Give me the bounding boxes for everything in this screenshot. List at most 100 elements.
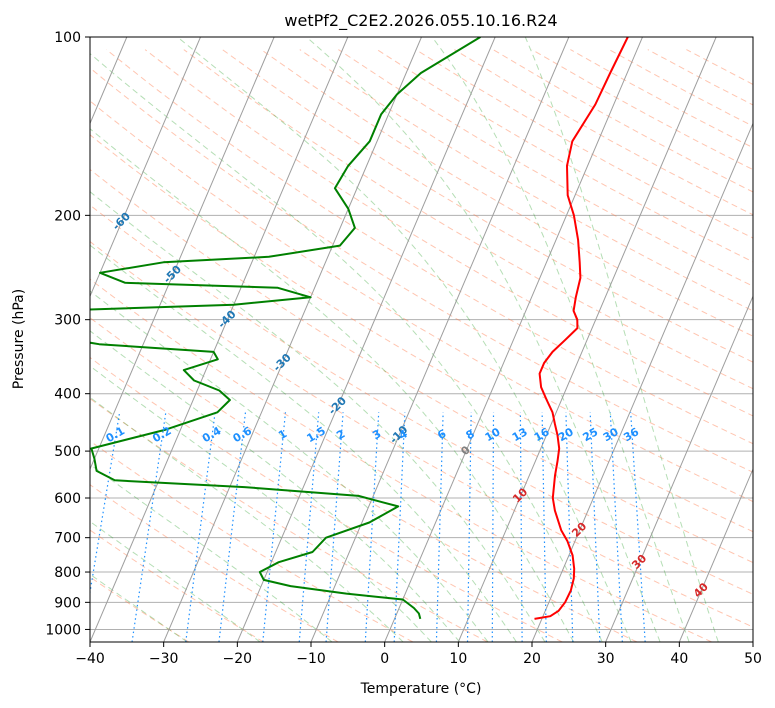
y-tick-label: 400 [54, 387, 81, 403]
x-axis-title: Temperature (°C) [360, 681, 482, 697]
mixing-ratio-label: 0.6 [231, 424, 255, 445]
moist-adiabat-line [90, 244, 517, 642]
dry-adiabat-line [183, 49, 753, 390]
y-tick-label: 800 [54, 565, 81, 581]
x-tick-label: −10 [296, 651, 326, 667]
isotherm-label: -80 [0, 129, 20, 152]
isotherm-label: -70 [55, 164, 78, 187]
isotherm-label: -40 [215, 307, 238, 330]
dry-adiabat-line [144, 49, 753, 417]
moist-adiabat-label: 10 [510, 485, 530, 505]
isotherm-label: -20 [326, 394, 349, 417]
mixing-ratio-line [218, 412, 247, 642]
isotherm-line [457, 37, 717, 642]
y-tick-label: 300 [54, 313, 81, 329]
mixing-ratio-line [262, 412, 287, 642]
dry-adiabat-line [90, 67, 753, 473]
dry-adiabat-line [454, 49, 753, 216]
moist-adiabat-line [177, 37, 632, 642]
dry-adiabat-line [90, 278, 712, 642]
moist-adiabat-line [90, 290, 489, 642]
isotherm-line [384, 37, 643, 642]
dry-adiabat-line [338, 49, 753, 287]
mixing-ratio-line [90, 412, 121, 596]
dry-adiabat-line [90, 168, 753, 564]
isotherm-label: -60 [110, 209, 133, 232]
moist-adiabat-line [90, 330, 461, 642]
dry-adiabat-line [90, 398, 488, 642]
mixing-ratio-label: 25 [580, 425, 600, 444]
mixing-ratio-label: 16 [532, 425, 552, 444]
mixing-ratio-label: 3 [370, 427, 383, 442]
moist-adiabat-line [90, 520, 261, 642]
mixing-ratio-label: 36 [621, 425, 641, 444]
isotherm-line [236, 37, 496, 642]
y-tick-label: 100 [54, 30, 81, 46]
y-tick-label: 600 [54, 491, 81, 507]
dry-adiabat-line [608, 49, 753, 127]
moist-adiabat-line [306, 37, 661, 642]
isotherm-line [531, 122, 753, 642]
dry-adiabat-line [90, 440, 414, 642]
mixing-ratio-line [325, 412, 344, 642]
dry-adiabat-line [90, 100, 753, 503]
mixing-ratio-label: 1.5 [304, 424, 327, 445]
temperature-profile-line [534, 37, 629, 620]
x-tick-label: 30 [597, 651, 615, 667]
dry-adiabat-line [647, 49, 753, 106]
x-tick-label: 20 [523, 651, 541, 667]
dry-adiabat-line [90, 317, 638, 642]
mixing-ratio-line [589, 412, 601, 642]
chart-title: wetPf2_C2E2.2026.055.10.16.R24 [284, 11, 557, 31]
plot-frame [89, 36, 754, 643]
moist-adiabat-line [90, 128, 575, 642]
dry-adiabat-line [90, 134, 753, 533]
dewpoint-profile-line [90, 37, 481, 620]
mixing-ratio-label: 10 [483, 425, 503, 444]
moist-adiabat-line [90, 52, 603, 642]
x-tick-label: 10 [449, 651, 467, 667]
axes: −40 −30 −20 −10 0 10 20 30 40 50 100 200 300 400 500 60… [45, 30, 762, 667]
mixing-ratio-label: 13 [510, 425, 530, 444]
moist-adiabat-line [90, 463, 333, 642]
isotherm-line [90, 37, 275, 471]
mixing-ratio-label: 2 [334, 427, 347, 442]
dry-adiabat-line [90, 576, 190, 642]
x-tick-label: −20 [223, 651, 253, 667]
dry-adiabat-line [531, 49, 753, 171]
moist-adiabat-label: 20 [569, 520, 589, 540]
y-tick-label: 700 [54, 531, 81, 547]
y-tick-label: 200 [54, 208, 81, 224]
isotherm-line [163, 37, 422, 642]
mixing-ratio-line [298, 412, 320, 642]
moist-adiabat-label: 30 [629, 552, 649, 572]
moist-adiabat-line [90, 396, 404, 642]
x-tick-label: −30 [149, 651, 179, 667]
dry-adiabat-line [106, 49, 753, 445]
mixing-ratio-line [435, 412, 444, 642]
x-tick-label: 40 [670, 651, 688, 667]
dry-adiabat-line [260, 49, 753, 337]
isotherm-line [310, 37, 570, 642]
dry-adiabat-line [686, 49, 753, 85]
x-tick-label: −40 [75, 651, 105, 667]
isotherm-line [752, 640, 753, 642]
moist-adiabat-line [431, 37, 690, 642]
plot-area: -100-90-80-70-60-50-40-30-20-100.10.20.4… [0, 37, 753, 642]
isotherm-label: -50 [161, 263, 184, 286]
mixing-ratio-line [519, 412, 523, 642]
moist-adiabat-line [90, 573, 188, 642]
dry-adiabat-line [90, 240, 753, 628]
moist-adiabat-line [90, 191, 546, 642]
isotherm-line [90, 37, 201, 298]
isotherm-line [605, 295, 753, 642]
dry-adiabat-line [415, 49, 753, 239]
y-tick-label: 500 [54, 444, 81, 460]
moist-adiabat-line [524, 37, 719, 642]
dry-adiabat-line [90, 356, 563, 642]
mixing-ratio-label: 0.1 [104, 424, 127, 445]
isotherm-line [90, 37, 349, 642]
y-tick-label: 1000 [45, 622, 81, 638]
dry-adiabat-line [299, 49, 753, 312]
